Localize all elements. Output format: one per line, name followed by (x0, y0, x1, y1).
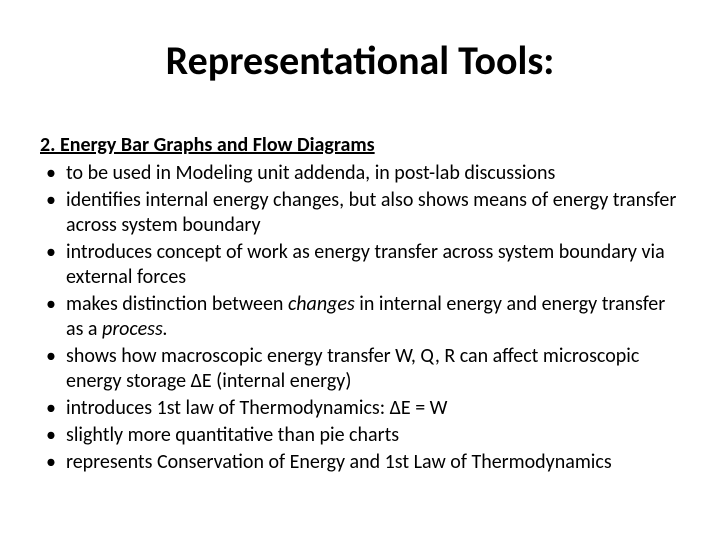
bullet-text: shows how macroscopic energy transfer W,… (66, 344, 639, 393)
bullet-text: introduces concept of work as energy tra… (66, 240, 665, 289)
list-item: shows how macroscopic energy transfer W,… (40, 344, 680, 394)
section-subtitle: 2. Energy Bar Graphs and Flow Diagrams (40, 133, 680, 157)
bullet-text-italic: process. (102, 317, 168, 341)
bullet-list: to be used in Modeling unit addenda, in … (40, 161, 680, 475)
list-item: to be used in Modeling unit addenda, in … (40, 161, 680, 186)
bullet-text: identifies internal energy changes, but … (66, 188, 676, 237)
list-item: introduces concept of work as energy tra… (40, 240, 680, 290)
bullet-text: slightly more quantitative than pie char… (66, 423, 399, 447)
list-item: identifies internal energy changes, but … (40, 188, 680, 238)
bullet-text-pre: makes distinction between (66, 292, 288, 316)
list-item: represents Conservation of Energy and 1s… (40, 450, 680, 475)
list-item: introduces 1st law of Thermodynamics: ΔE… (40, 396, 680, 421)
bullet-text-italic: changes (288, 292, 355, 316)
page-title: Representational Tools: (40, 36, 680, 85)
list-item: slightly more quantitative than pie char… (40, 423, 680, 448)
bullet-text: to be used in Modeling unit addenda, in … (66, 161, 555, 185)
bullet-text: represents Conservation of Energy and 1s… (66, 450, 612, 474)
bullet-text: introduces 1st law of Thermodynamics: ΔE… (66, 396, 447, 420)
list-item: makes distinction between changes in int… (40, 292, 680, 342)
